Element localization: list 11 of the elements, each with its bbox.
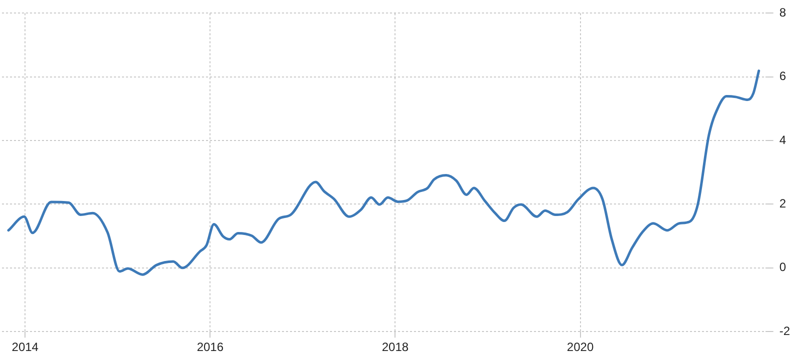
y-tick-label: -2	[779, 324, 790, 338]
line-series	[7, 70, 760, 276]
x-tick-label: 2020	[566, 340, 594, 354]
y-tick-label: 6	[779, 69, 786, 84]
x-tick-label: 2016	[196, 340, 224, 354]
y-tick-label: 4	[779, 132, 786, 147]
y-tick-label: 2	[779, 196, 786, 211]
y-tick-label: 8	[779, 6, 786, 20]
y-tick-label: 0	[779, 260, 786, 274]
x-tick-label: 2014	[12, 340, 39, 354]
x-tick-label: 2018	[382, 340, 409, 354]
